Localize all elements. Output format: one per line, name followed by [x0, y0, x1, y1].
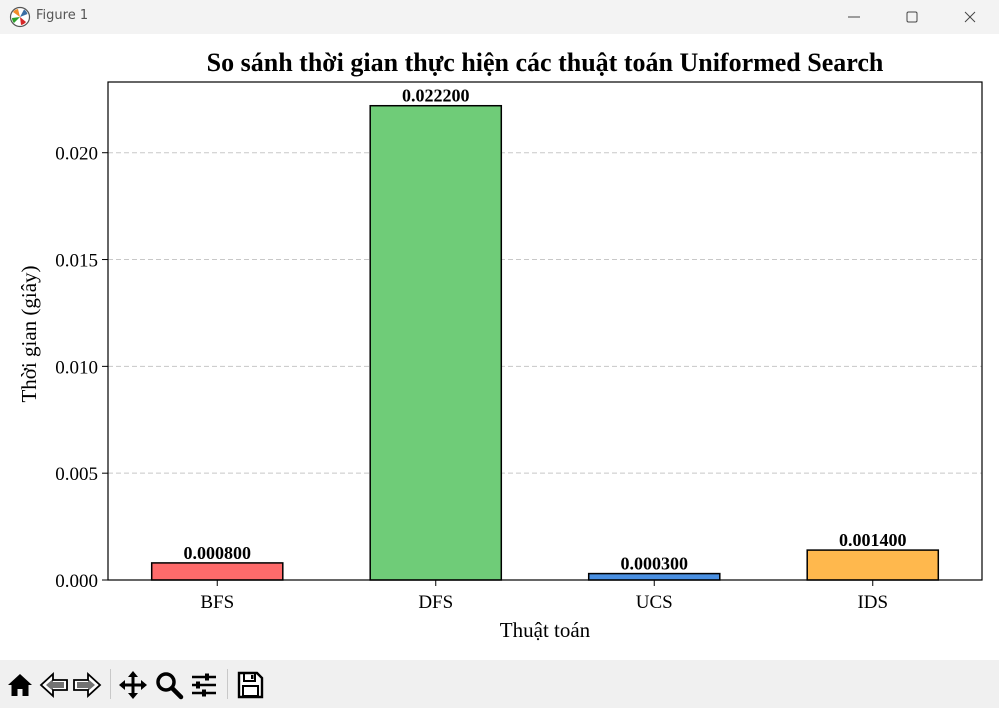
x-axis-ticks: BFS DFS UCS IDS [200, 580, 888, 613]
back-button[interactable] [39, 670, 69, 700]
x-tick-label: IDS [857, 592, 888, 613]
save-disk-icon [237, 671, 264, 699]
x-tick-label: DFS [418, 592, 453, 613]
bar-dfs [369, 104, 503, 581]
back-arrow-icon [39, 671, 68, 699]
configure-subplots-icon [192, 673, 216, 697]
home-button[interactable] [5, 670, 35, 700]
x-tick-label: UCS [636, 592, 673, 613]
y-axis-ticks: 0.000 0.005 0.010 0.015 0.020 [55, 144, 108, 592]
figure-canvas: So sánh thời gian thực hiện các thuật to… [0, 34, 999, 660]
close-button[interactable] [941, 0, 999, 34]
toolbar-separator [227, 669, 228, 699]
x-tick-label: BFS [200, 592, 234, 613]
maximize-button[interactable] [883, 0, 941, 34]
y-tick-label: 0.005 [55, 464, 98, 485]
chart-title: So sánh thời gian thực hiện các thuật to… [207, 48, 884, 77]
maximize-icon [906, 11, 918, 23]
bar-value-label: 0.000800 [184, 543, 252, 563]
forward-arrow-icon [73, 671, 102, 699]
navigation-toolbar [0, 660, 999, 708]
bar-ucs [587, 572, 721, 581]
bar-value-label: 0.000300 [621, 554, 689, 574]
home-icon [8, 674, 32, 696]
y-tick-label: 0.000 [55, 571, 98, 592]
x-axis-label: Thuật toán [500, 618, 591, 642]
bar-ids [806, 549, 940, 581]
y-tick-label: 0.020 [55, 144, 98, 165]
minimize-icon [848, 16, 860, 18]
window-title: Figure 1 [36, 8, 89, 23]
bar-chart: So sánh thời gian thực hiện các thuật to… [17, 48, 983, 642]
bars [150, 104, 940, 581]
minimize-button[interactable] [825, 0, 883, 34]
plot-frame [107, 81, 983, 581]
y-tick-label: 0.015 [55, 251, 98, 272]
y-tick-label: 0.010 [55, 357, 98, 378]
zoom-magnifier-icon [156, 672, 184, 700]
gridlines [108, 152, 982, 474]
y-axis-label: Thời gian (giây) [17, 265, 41, 402]
window-titlebar: Figure 1 [0, 0, 999, 34]
zoom-button[interactable] [154, 670, 184, 700]
pan-move-icon [119, 671, 147, 699]
matplotlib-logo-icon [9, 6, 31, 28]
toolbar-separator [110, 669, 111, 699]
forward-button[interactable] [72, 670, 102, 700]
save-button[interactable] [235, 670, 265, 700]
configure-subplots-button[interactable] [189, 670, 219, 700]
bar-value-label: 0.001400 [839, 530, 907, 550]
pan-button[interactable] [118, 670, 148, 700]
close-icon [964, 11, 976, 23]
bar-value-labels: 0.000800 0.022200 0.000300 0.001400 [184, 86, 907, 574]
bar-value-label: 0.022200 [402, 86, 470, 106]
bar-bfs [150, 562, 284, 581]
